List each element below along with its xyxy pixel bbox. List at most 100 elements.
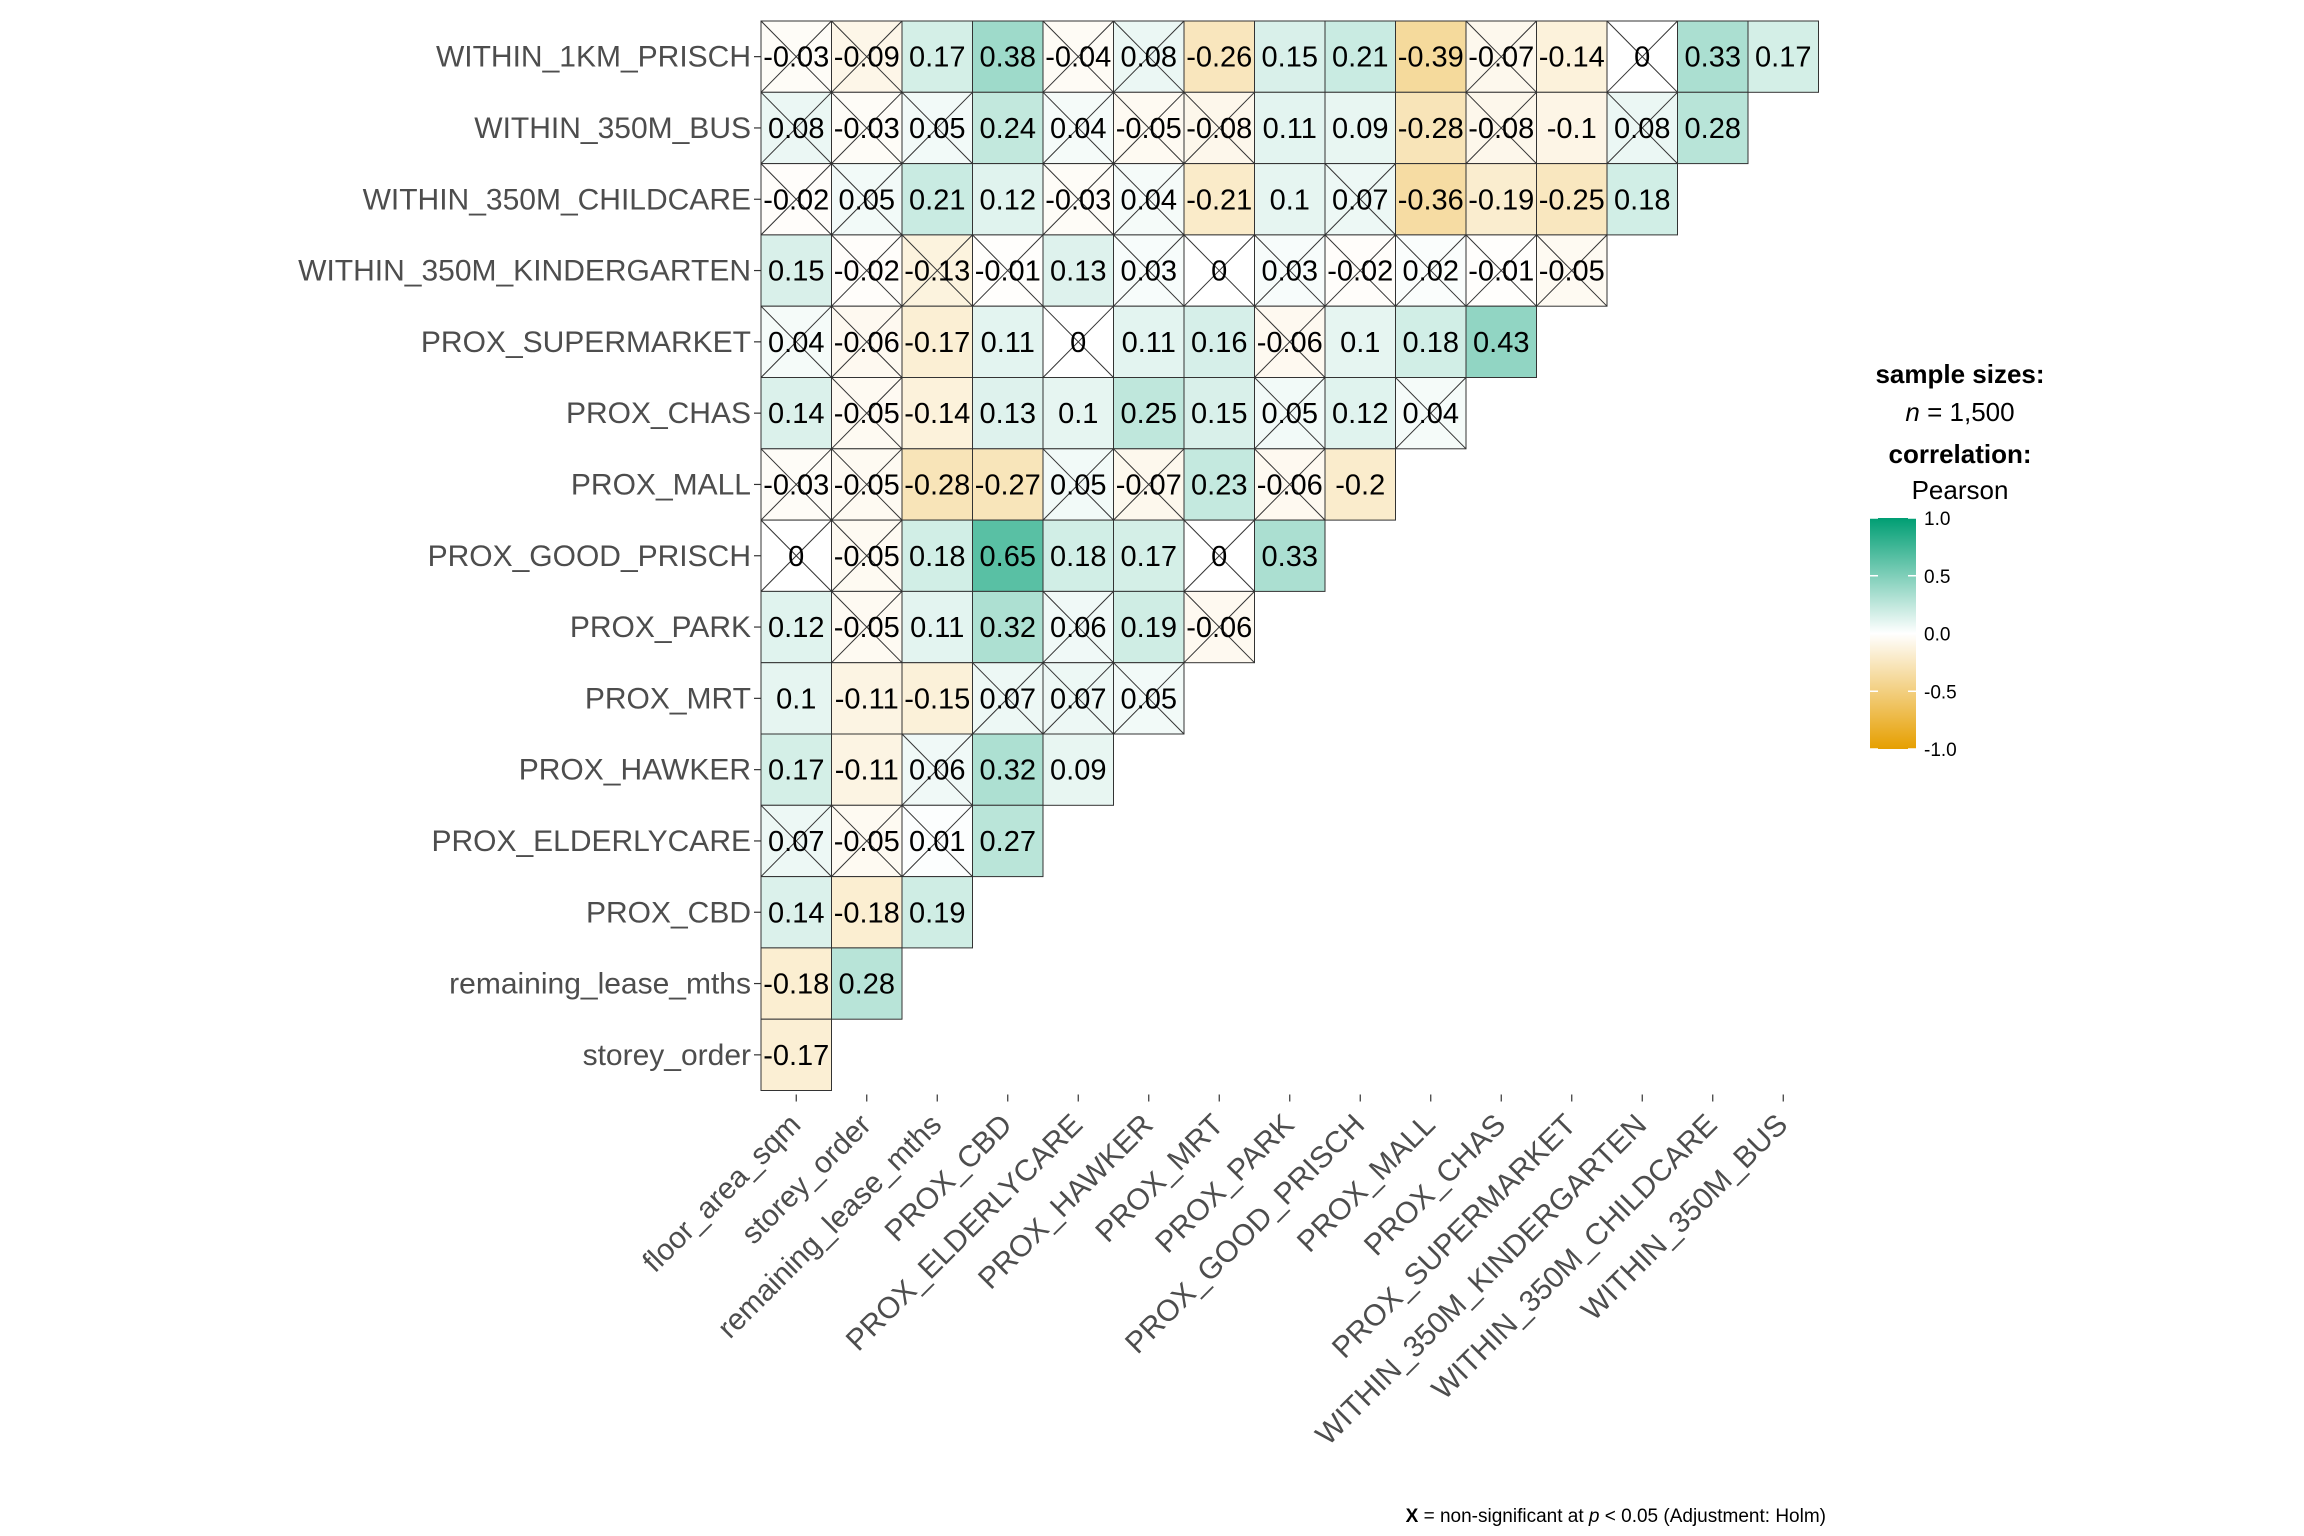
cell-value-0-14: 0.17 xyxy=(1755,42,1811,74)
legend-ticks: 1.0 0.5 0.0 -0.5 -1.0 xyxy=(1870,509,1957,761)
cell-2-9 xyxy=(1395,163,1467,236)
cell-10-4 xyxy=(1042,733,1114,806)
cell-2-6 xyxy=(1183,163,1255,236)
non-significant-cross xyxy=(1042,305,1114,378)
cell-value-3-10: -0.01 xyxy=(1468,256,1534,288)
y-label-4: PROX_SUPERMARKET xyxy=(421,326,751,359)
cell-value-0-9: -0.39 xyxy=(1398,42,1464,74)
cell-value-0-10: -0.07 xyxy=(1468,42,1534,74)
cell-value-10-2: 0.06 xyxy=(909,755,965,787)
cell-value-5-5: 0.25 xyxy=(1121,398,1177,430)
cell-value-8-1: -0.05 xyxy=(834,612,900,644)
cell-value-3-3: -0.01 xyxy=(975,256,1041,288)
y-label-7: PROX_GOOD_PRISCH xyxy=(428,540,751,573)
cell-value-6-4: 0.05 xyxy=(1050,469,1106,501)
y-label-1: WITHIN_350M_BUS xyxy=(474,112,751,145)
cell-value-1-6: -0.08 xyxy=(1186,113,1252,145)
cell-value-7-6: 0 xyxy=(1211,541,1227,573)
non-significant-cross xyxy=(1183,519,1255,592)
cell-value-4-1: -0.06 xyxy=(834,327,900,359)
cell-value-10-3: 0.32 xyxy=(980,755,1036,787)
cell-value-3-2: -0.13 xyxy=(904,256,970,288)
non-significant-cross xyxy=(901,733,973,806)
non-significant-cross xyxy=(1465,91,1537,164)
non-significant-cross xyxy=(972,234,1044,307)
cell-value-2-6: -0.21 xyxy=(1186,184,1252,216)
cell-value-10-0: 0.17 xyxy=(768,755,824,787)
cell-0-14 xyxy=(1747,20,1819,93)
cell-5-6 xyxy=(1183,377,1255,450)
cell-8-0 xyxy=(760,590,832,664)
cell-1-13 xyxy=(1677,91,1749,165)
cell-value-4-6: 0.16 xyxy=(1191,327,1247,359)
cell-value-2-5: 0.04 xyxy=(1121,184,1177,216)
cell-value-0-5: 0.08 xyxy=(1121,42,1177,74)
non-significant-cross xyxy=(1113,20,1185,93)
cell-value-7-2: 0.18 xyxy=(909,541,965,573)
cell-value-5-8: 0.12 xyxy=(1332,398,1388,430)
legend-tick-label: 1.0 xyxy=(1924,509,1950,530)
cell-value-6-1: -0.05 xyxy=(834,469,900,501)
non-significant-cross xyxy=(831,163,903,236)
cell-4-10 xyxy=(1465,305,1537,379)
non-significant-cross xyxy=(1324,234,1396,307)
y-label-12: PROX_CBD xyxy=(586,896,751,929)
cell-value-3-5: 0.03 xyxy=(1121,256,1177,288)
cell-12-1 xyxy=(831,876,903,949)
non-significant-cross xyxy=(901,234,973,307)
cell-value-0-0: -0.03 xyxy=(763,42,829,74)
non-significant-cross xyxy=(831,519,903,592)
cell-value-4-8: 0.1 xyxy=(1340,327,1380,359)
cell-value-0-12: 0 xyxy=(1634,42,1650,74)
cell-value-3-11: -0.05 xyxy=(1539,256,1605,288)
y-label-2: WITHIN_350M_CHILDCARE xyxy=(363,183,751,216)
cell-value-11-3: 0.27 xyxy=(980,826,1036,858)
non-significant-cross xyxy=(1465,234,1537,307)
cell-value-11-2: 0.01 xyxy=(909,826,965,858)
non-significant-cross xyxy=(1395,234,1467,307)
legend-tick-label: -1.0 xyxy=(1924,740,1957,761)
cell-value-1-4: 0.04 xyxy=(1050,113,1106,145)
cell-value-7-5: 0.17 xyxy=(1121,541,1177,573)
legend-tick-label: 0.0 xyxy=(1924,625,1950,646)
non-significant-cross xyxy=(831,804,903,877)
cell-value-5-4: 0.1 xyxy=(1058,398,1098,430)
legend-tick-label: -0.5 xyxy=(1924,682,1957,703)
cell-0-6 xyxy=(1183,20,1255,93)
y-label-0: WITHIN_1KM_PRISCH xyxy=(436,41,751,74)
y-label-13: remaining_lease_mths xyxy=(449,968,751,1001)
non-significant-cross xyxy=(760,448,832,521)
cell-value-9-0: 0.1 xyxy=(776,683,816,715)
cell-value-12-2: 0.19 xyxy=(909,897,965,929)
y-label-5: PROX_CHAS xyxy=(566,397,751,430)
y-label-10: PROX_HAWKER xyxy=(519,754,751,787)
cell-value-5-1: -0.05 xyxy=(834,398,900,430)
cell-value-6-7: -0.06 xyxy=(1257,469,1323,501)
cell-value-4-5: 0.11 xyxy=(1122,327,1176,359)
cell-8-2 xyxy=(901,590,973,664)
non-significant-cross xyxy=(1183,234,1255,307)
cell-value-3-1: -0.02 xyxy=(834,256,900,288)
cell-4-5 xyxy=(1113,305,1185,379)
non-significant-cross xyxy=(972,662,1044,735)
cell-5-5 xyxy=(1113,377,1185,450)
cell-value-9-3: 0.07 xyxy=(980,683,1036,715)
cell-value-1-9: -0.28 xyxy=(1398,113,1464,145)
cell-0-3 xyxy=(972,20,1044,93)
cell-value-10-4: 0.09 xyxy=(1050,755,1106,787)
cell-11-3 xyxy=(972,804,1044,878)
cell-value-6-2: -0.28 xyxy=(904,469,970,501)
cell-value-1-12: 0.08 xyxy=(1614,113,1670,145)
heatmap-cells: -0.03 -0.09 0.17 0.38 -0.04 0.08 -0.26 0.15 0.21… xyxy=(760,20,1819,1092)
cell-value-12-1: -0.18 xyxy=(834,897,900,929)
cell-value-3-0: 0.15 xyxy=(768,256,824,288)
cell-value-2-9: -0.36 xyxy=(1398,184,1464,216)
cell-value-11-0: 0.07 xyxy=(768,826,824,858)
y-label-6: PROX_MALL xyxy=(571,468,751,501)
cell-value-9-1: -0.11 xyxy=(835,683,899,715)
cell-value-5-9: 0.04 xyxy=(1403,398,1459,430)
cell-value-7-4: 0.18 xyxy=(1050,541,1106,573)
cell-value-6-6: 0.23 xyxy=(1191,469,1247,501)
cell-value-1-11: -0.1 xyxy=(1547,113,1597,145)
